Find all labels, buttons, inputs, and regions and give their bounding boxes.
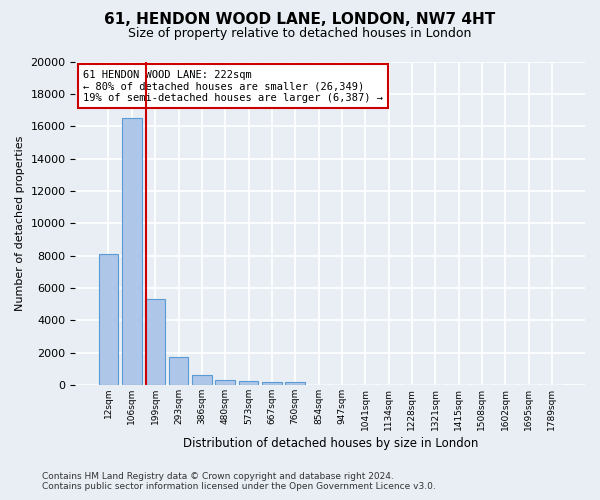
Y-axis label: Number of detached properties: Number of detached properties <box>15 136 25 311</box>
Bar <box>215 380 235 385</box>
Bar <box>285 382 305 385</box>
Bar <box>122 118 142 385</box>
Text: Size of property relative to detached houses in London: Size of property relative to detached ho… <box>128 28 472 40</box>
Text: Contains HM Land Registry data © Crown copyright and database right 2024.
Contai: Contains HM Land Registry data © Crown c… <box>42 472 436 491</box>
Bar <box>239 381 259 385</box>
Bar <box>145 300 165 385</box>
Bar <box>169 357 188 385</box>
Bar <box>262 382 282 385</box>
Text: 61, HENDON WOOD LANE, LONDON, NW7 4HT: 61, HENDON WOOD LANE, LONDON, NW7 4HT <box>104 12 496 28</box>
Text: 61 HENDON WOOD LANE: 222sqm
← 80% of detached houses are smaller (26,349)
19% of: 61 HENDON WOOD LANE: 222sqm ← 80% of det… <box>83 70 383 103</box>
Bar <box>192 374 212 385</box>
X-axis label: Distribution of detached houses by size in London: Distribution of detached houses by size … <box>182 437 478 450</box>
Bar <box>98 254 118 385</box>
